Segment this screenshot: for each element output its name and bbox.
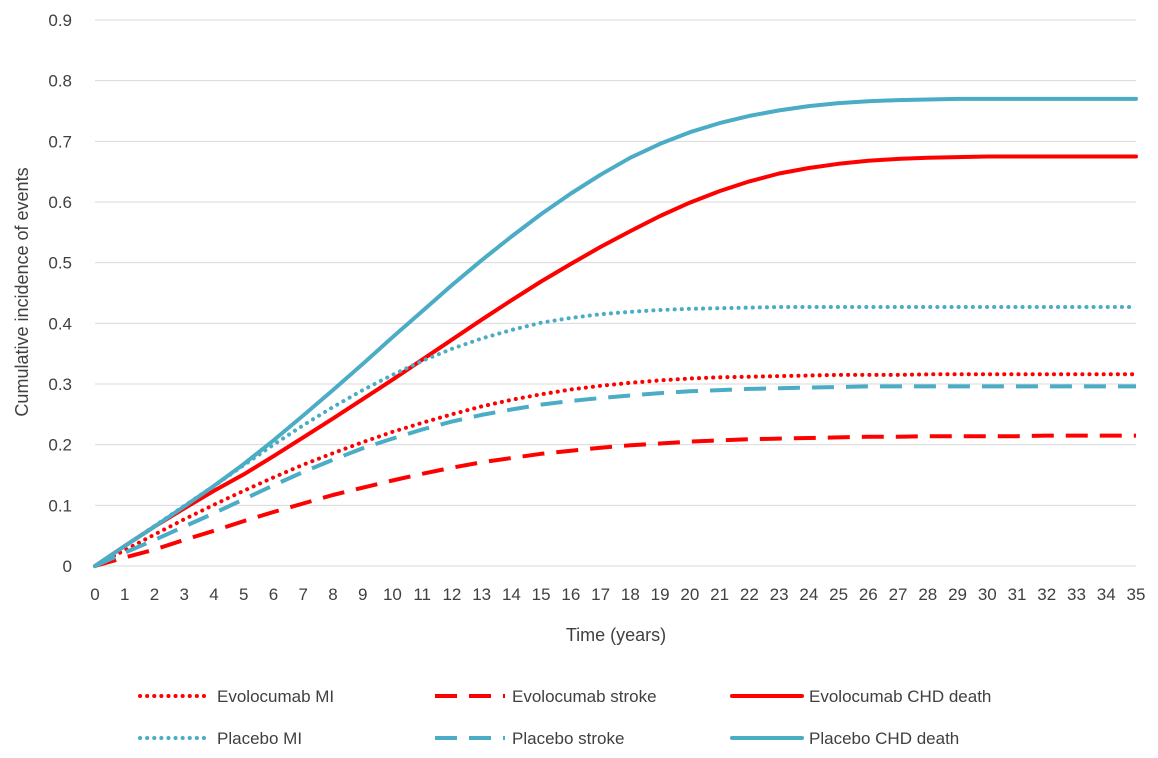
x-tick-label: 2	[150, 585, 159, 604]
x-tick-label: 24	[799, 585, 818, 604]
x-tick-label: 14	[502, 585, 521, 604]
x-tick-label: 19	[651, 585, 670, 604]
x-tick-label: 5	[239, 585, 248, 604]
series-line	[93, 96, 1138, 568]
x-tick-label: 26	[859, 585, 878, 604]
x-tick-label: 11	[413, 585, 431, 604]
x-tick-label: 22	[740, 585, 759, 604]
x-tick-label: 7	[298, 585, 307, 604]
x-tick-label: 23	[770, 585, 789, 604]
y-tick-label: 0.7	[48, 132, 72, 151]
legend-label: Evolocumab CHD death	[809, 687, 991, 706]
series-line	[93, 154, 1138, 568]
x-tick-label: 20	[680, 585, 699, 604]
x-tick-label: 16	[561, 585, 580, 604]
x-tick-label: 9	[358, 585, 367, 604]
x-tick-label: 28	[918, 585, 937, 604]
x-tick-label: 13	[472, 585, 491, 604]
x-axis-ticks: 0 1 2 3 4 5 6 7 8 9 10 11 12 13 14 15 16 17 18 19 20 21 22 23 24…	[90, 585, 1145, 604]
x-tick-label: 31	[1008, 585, 1027, 604]
x-tick-label: 15	[532, 585, 551, 604]
y-axis-ticks: 0 0.1 0.2 0.3 0.4 0.5 0.6 0.7 0.8 0.9	[48, 11, 72, 576]
x-tick-label: 25	[829, 585, 848, 604]
legend: Evolocumab MI Evolocumab stroke Evolocumab…	[138, 687, 991, 748]
y-tick-label: 0.5	[48, 254, 72, 273]
x-tick-label: 32	[1037, 585, 1056, 604]
y-tick-label: 0.8	[48, 72, 72, 91]
x-tick-label: 10	[383, 585, 402, 604]
x-tick-label: 33	[1067, 585, 1086, 604]
y-tick-label: 0.3	[48, 375, 72, 394]
x-tick-label: 35	[1127, 585, 1146, 604]
legend-label: Placebo CHD death	[809, 729, 959, 748]
legend-label: Evolocumab stroke	[512, 687, 657, 706]
y-tick-label: 0.9	[48, 11, 72, 30]
x-tick-label: 0	[90, 585, 99, 604]
gridlines	[95, 19, 1136, 567]
x-tick-label: 17	[591, 585, 610, 604]
y-tick-label: 0.4	[48, 314, 72, 333]
x-tick-label: 21	[710, 585, 729, 604]
y-tick-label: 0	[63, 557, 72, 576]
y-tick-label: 0.1	[48, 496, 72, 515]
x-tick-label: 1	[120, 585, 129, 604]
x-tick-label: 29	[948, 585, 967, 604]
x-tick-label: 6	[269, 585, 278, 604]
x-tick-label: 27	[889, 585, 908, 604]
x-tick-label: 8	[328, 585, 337, 604]
legend-label: Placebo stroke	[512, 729, 624, 748]
legend-label: Placebo MI	[217, 729, 302, 748]
series-line	[94, 384, 1136, 568]
y-axis-label: Cumulative incidence of events	[12, 167, 32, 416]
series-line	[93, 372, 1138, 568]
x-tick-label: 34	[1097, 585, 1116, 604]
x-tick-label: 12	[442, 585, 461, 604]
series-line	[94, 433, 1136, 568]
x-tick-label: 4	[209, 585, 218, 604]
x-tick-label: 18	[621, 585, 640, 604]
x-tick-label: 30	[978, 585, 997, 604]
legend-label: Evolocumab MI	[217, 687, 334, 706]
y-tick-label: 0.2	[48, 436, 72, 455]
plot-area	[93, 96, 1138, 568]
x-axis-label: Time (years)	[566, 625, 666, 645]
x-tick-label: 3	[179, 585, 188, 604]
y-tick-label: 0.6	[48, 193, 72, 212]
